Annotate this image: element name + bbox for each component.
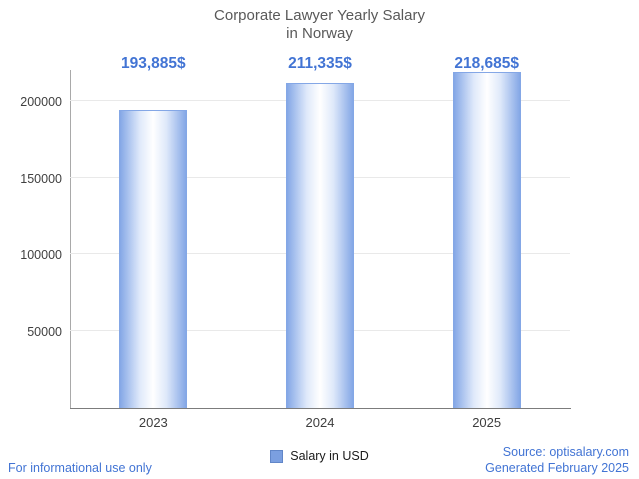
legend-item[interactable]: Salary in USD — [0, 449, 639, 463]
legend-label: Salary in USD — [290, 449, 369, 463]
source-block: Source: optisalary.com Generated Februar… — [485, 444, 629, 476]
bar-value-label: 193,885$ — [121, 55, 186, 72]
bar-value-label: 218,685$ — [454, 55, 519, 72]
generated-date: Generated February 2025 — [485, 461, 629, 475]
y-axis-tick-label: 200000 — [20, 94, 62, 109]
y-axis-tick-label: 50000 — [27, 325, 62, 340]
bar-2023 — [119, 110, 188, 408]
x-axis-tick-label: 2025 — [472, 415, 502, 430]
x-axis-tick-label: 2024 — [305, 415, 335, 430]
y-axis-tick-label: 100000 — [20, 248, 62, 263]
y-axis-tick-labels: 50000 100000 150000 200000 — [0, 70, 62, 408]
source-link[interactable]: Source: optisalary.com — [502, 445, 629, 459]
legend-swatch-icon — [270, 449, 284, 463]
chart-title-line2: in Norway — [286, 25, 353, 42]
disclaimer-text: For informational use only — [8, 461, 152, 475]
chart-title: Corporate Lawyer Yearly Salary in Norway — [0, 7, 639, 43]
y-axis-tick-label: 150000 — [20, 171, 62, 186]
bar-2025 — [452, 72, 521, 408]
bar-2024 — [286, 83, 354, 408]
chart-title-line1: Corporate Lawyer Yearly Salary — [214, 7, 425, 24]
y-axis-line — [70, 70, 71, 408]
x-axis-line — [70, 408, 571, 409]
x-axis-tick-label: 2023 — [138, 415, 168, 430]
bar-value-label: 211,335$ — [288, 55, 352, 72]
plot-area — [70, 70, 570, 408]
